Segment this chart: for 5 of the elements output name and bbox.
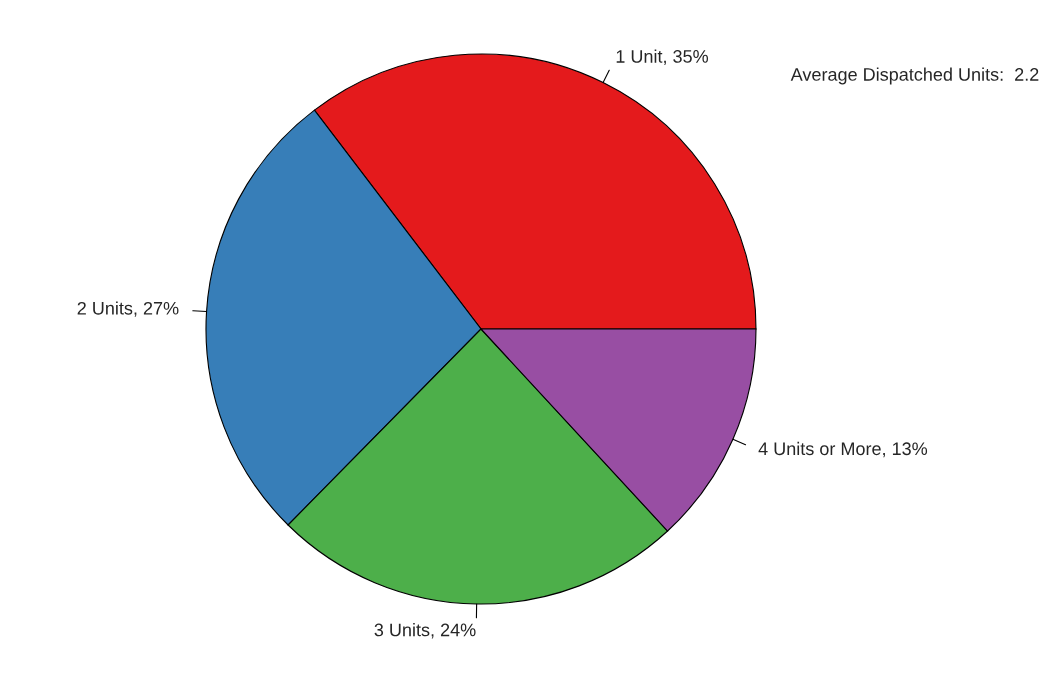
slice-label: 3 Units, 24% [374,623,476,639]
slice-label: 4 Units or More, 13% [758,441,928,458]
slice-label: 2 Units, 27% [77,301,179,317]
slice-label: 1 Unit, 35% [616,49,709,65]
text: Average Dispatched Units: 2.2 [790,67,1039,85]
